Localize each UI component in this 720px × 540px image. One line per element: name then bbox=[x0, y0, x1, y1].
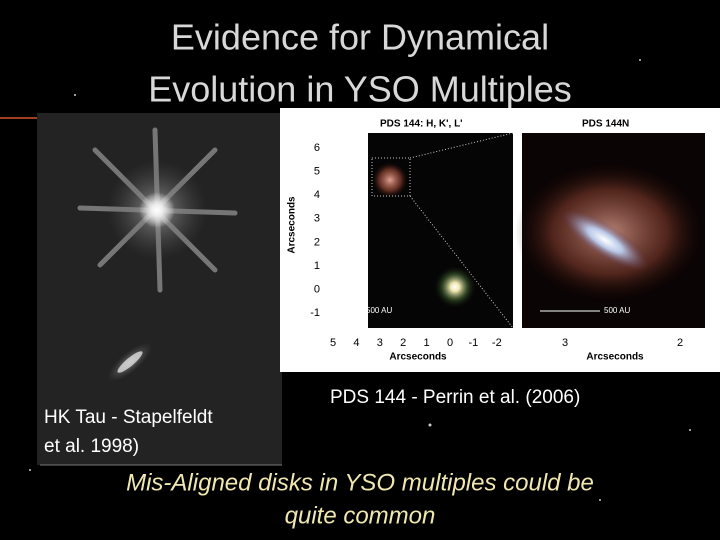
x-tick-label: 5 bbox=[330, 337, 336, 349]
y-tick-label: 0 bbox=[314, 284, 320, 296]
pds144-figure bbox=[280, 108, 720, 372]
title-line: Evidence for Dynamical bbox=[171, 17, 549, 58]
zoom-scale-bar-label: 500 AU bbox=[604, 306, 630, 315]
left-caption: et al. 1998) bbox=[44, 436, 139, 457]
y-tick-label: 1 bbox=[314, 260, 320, 272]
y-tick-label: 5 bbox=[314, 166, 320, 178]
footer-line: quite common bbox=[285, 502, 436, 529]
y-tick-label: 6 bbox=[314, 142, 320, 154]
x-tick-label: -1 bbox=[469, 337, 479, 349]
accent-line bbox=[0, 117, 40, 119]
y-tick-label: 4 bbox=[314, 189, 320, 201]
x-tick-label: -2 bbox=[492, 337, 502, 349]
zoom-x-tick-label: 2 bbox=[677, 337, 683, 349]
x-tick-label: 4 bbox=[353, 337, 359, 349]
compass-label: N bbox=[359, 266, 365, 275]
x-tick-label: 3 bbox=[377, 337, 383, 349]
x-tick-label: 1 bbox=[424, 337, 430, 349]
title-line: Evolution in YSO Multiples bbox=[148, 69, 572, 110]
hk-tau-image bbox=[37, 113, 282, 465]
right-caption: PDS 144 - Perrin et al. (2006) bbox=[330, 387, 580, 408]
footer-line: Mis-Aligned disks in YSO multiples could… bbox=[126, 469, 594, 496]
compass-label: E bbox=[341, 285, 346, 294]
zoom-x-tick-label: 3 bbox=[562, 337, 568, 349]
zoom-x-axis-label: Arcseconds bbox=[586, 352, 644, 363]
y-tick-label: 3 bbox=[314, 213, 320, 225]
y-tick-label: 2 bbox=[314, 236, 320, 248]
stars bbox=[29, 29, 691, 501]
scale-bar-label: 500 AU bbox=[366, 306, 392, 315]
panel-title: PDS 144N bbox=[582, 119, 629, 130]
x-axis-label: Arcseconds bbox=[389, 352, 447, 363]
x-tick-label: 2 bbox=[400, 337, 406, 349]
y-tick-label: -1 bbox=[310, 307, 320, 319]
left-caption: HK Tau - Stapelfeldt bbox=[44, 407, 213, 428]
y-axis-label: Arcseconds bbox=[287, 196, 298, 254]
panel-title: PDS 144: H, K', L' bbox=[380, 119, 463, 130]
x-tick-label: 0 bbox=[447, 337, 453, 349]
